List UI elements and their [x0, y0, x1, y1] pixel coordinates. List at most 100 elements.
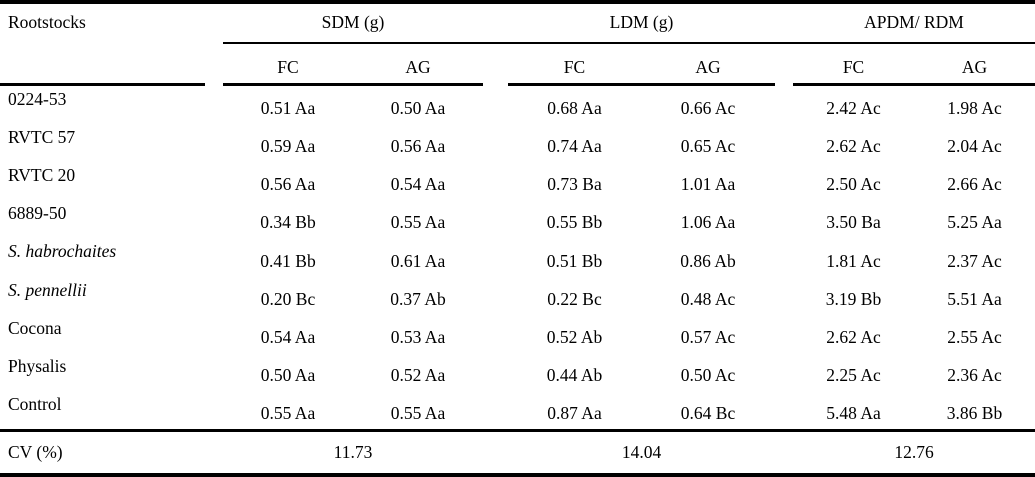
column-gap: [775, 86, 793, 124]
cell-value: 5.48 Aa: [826, 403, 881, 423]
cell-value: 0.87 Aa: [547, 403, 602, 423]
row-label: S. pennellii: [8, 279, 87, 300]
cell-value: 1.01 Aa: [680, 174, 736, 195]
cell-value: 0.22 Bc: [547, 288, 602, 309]
column-gap: [775, 391, 793, 429]
corner-header: Rootstocks: [0, 4, 205, 86]
cell-value: 0.73 Ba: [547, 174, 602, 195]
column-gap: [483, 86, 508, 124]
column-gap: [483, 200, 508, 238]
sub-header-ldm-ag: AG: [641, 44, 776, 86]
column-gap: [205, 238, 223, 276]
sub-header-apdm-ag: AG: [914, 44, 1035, 86]
table-row: Physalis 0.50 Aa 0.52 Aa 0.44 Ab 0.50 Ac 2.25…: [0, 353, 1035, 391]
cell-value: 2.42 Ac: [826, 98, 881, 119]
cell-value: 0.51 Aa: [260, 98, 316, 119]
row-label: Control: [8, 393, 62, 414]
row-label: RVTC 20: [8, 165, 76, 186]
column-gap: [205, 44, 223, 86]
cell-value: 0.65 Ac: [680, 136, 736, 157]
column-gap: [483, 315, 508, 353]
cell-value: 2.55 Ac: [947, 326, 1002, 347]
table-row: 6889-50 0.34 Bb 0.55 Aa 0.55 Bb 1.06 Aa 3.50 …: [0, 200, 1035, 238]
table-row: RVTC 57 0.59 Aa 0.56 Aa 0.74 Aa 0.65 Ac 2.62 …: [0, 124, 1035, 162]
column-gap: [205, 277, 223, 315]
column-gap: [483, 44, 508, 86]
cell-value: 0.74 Aa: [547, 136, 602, 157]
column-gap: [775, 315, 793, 353]
column-gap: [775, 200, 793, 238]
cell-value: 0.51 Bb: [546, 250, 603, 271]
sub-header-sdm-ag: AG: [353, 44, 483, 86]
cell-value: 1.81 Ac: [826, 250, 881, 271]
column-gap: [205, 162, 223, 200]
cell-value: 2.62 Ac: [826, 326, 881, 347]
cell-value: 0.41 Bb: [260, 250, 316, 271]
cell-value: 1.98 Ac: [947, 98, 1002, 119]
cell-value: 2.66 Ac: [947, 174, 1002, 195]
cell-value: 0.20 Bc: [260, 288, 316, 309]
column-gap: [205, 315, 223, 353]
cell-value: 0.54 Aa: [260, 326, 316, 347]
cell-value: 0.56 Aa: [390, 136, 446, 157]
cv-value-ldm: 14.04: [508, 429, 776, 473]
table-body: 0224-53 0.51 Aa 0.50 Aa 0.68 Aa 0.66 Ac 2.42 …: [0, 86, 1035, 429]
column-gap: [483, 429, 508, 473]
group-header-apdm-rdm: APDM/ RDM: [793, 4, 1035, 44]
column-gap: [775, 238, 793, 276]
table-row: RVTC 20 0.56 Aa 0.54 Aa 0.73 Ba 1.01 Aa 2.50 …: [0, 162, 1035, 200]
cell-value: 0.59 Aa: [260, 136, 316, 157]
table-row: Control 0.55 Aa 0.55 Aa 0.87 Aa 0.64 Bc 5.48 …: [0, 391, 1035, 429]
cell-value: 0.68 Aa: [547, 98, 602, 119]
row-label: 0224-53: [8, 89, 67, 109]
column-gap: [775, 277, 793, 315]
cell-value: 5.25 Aa: [947, 212, 1002, 233]
cell-value: 1.06 Aa: [680, 212, 736, 233]
sub-header-row: FC AG FC AG FC AG: [0, 44, 1035, 86]
cell-value: 0.54 Aa: [390, 174, 446, 195]
row-label: S. habrochaites: [8, 241, 117, 262]
cell-value: 0.61 Aa: [390, 250, 446, 271]
column-gap: [775, 429, 794, 473]
column-gap: [205, 429, 223, 473]
row-label: RVTC 57: [8, 127, 76, 148]
cell-value: 0.52 Aa: [390, 364, 446, 385]
cell-value: 2.04 Ac: [947, 136, 1002, 157]
group-header-row: Rootstocks SDM (g) LDM (g) APDM/ RDM: [0, 4, 1035, 86]
cell-value: 0.50 Aa: [260, 364, 316, 385]
column-gap: [483, 4, 508, 44]
cell-value: 0.44 Ab: [546, 364, 603, 385]
cell-value: 2.36 Ac: [947, 364, 1002, 385]
cell-value: 2.50 Ac: [826, 174, 881, 195]
cv-label: CV (%): [0, 429, 205, 473]
cell-value: 0.55 Aa: [260, 403, 316, 423]
row-label: 6889-50: [8, 203, 67, 224]
table-row: S. pennellii 0.20 Bc 0.37 Ab 0.22 Bc 0.48 Ac…: [0, 277, 1035, 315]
cell-value: 0.64 Bc: [680, 403, 736, 423]
cell-value: 0.86 Ab: [680, 250, 736, 271]
sub-header-apdm-fc: FC: [793, 44, 915, 86]
cv-row: CV (%) 11.73 14.04 12.76: [0, 429, 1035, 473]
table-row: Cocona 0.54 Aa 0.53 Aa 0.52 Ab 0.57 Ac 2.62 A…: [0, 315, 1035, 353]
cell-value: 5.51 Aa: [947, 288, 1002, 309]
cell-value: 0.37 Ab: [390, 288, 446, 309]
cv-value-sdm: 11.73: [223, 429, 483, 473]
column-gap: [483, 277, 508, 315]
cell-value: 2.37 Ac: [947, 250, 1002, 271]
cell-value: 0.66 Ac: [680, 98, 736, 119]
column-gap: [483, 124, 508, 162]
column-gap: [205, 86, 223, 124]
column-gap: [775, 124, 793, 162]
cell-value: 3.50 Ba: [826, 212, 881, 233]
column-gap: [205, 200, 223, 238]
column-gap: [205, 353, 223, 391]
cell-value: 0.52 Ab: [546, 326, 603, 347]
cell-value: 0.48 Ac: [680, 288, 736, 309]
column-gap: [483, 238, 508, 276]
cell-value: 0.55 Aa: [390, 212, 446, 233]
column-gap: [775, 353, 793, 391]
cell-value: 0.57 Ac: [680, 326, 736, 347]
column-gap: [483, 353, 508, 391]
cell-value: 0.55 Bb: [546, 212, 603, 233]
